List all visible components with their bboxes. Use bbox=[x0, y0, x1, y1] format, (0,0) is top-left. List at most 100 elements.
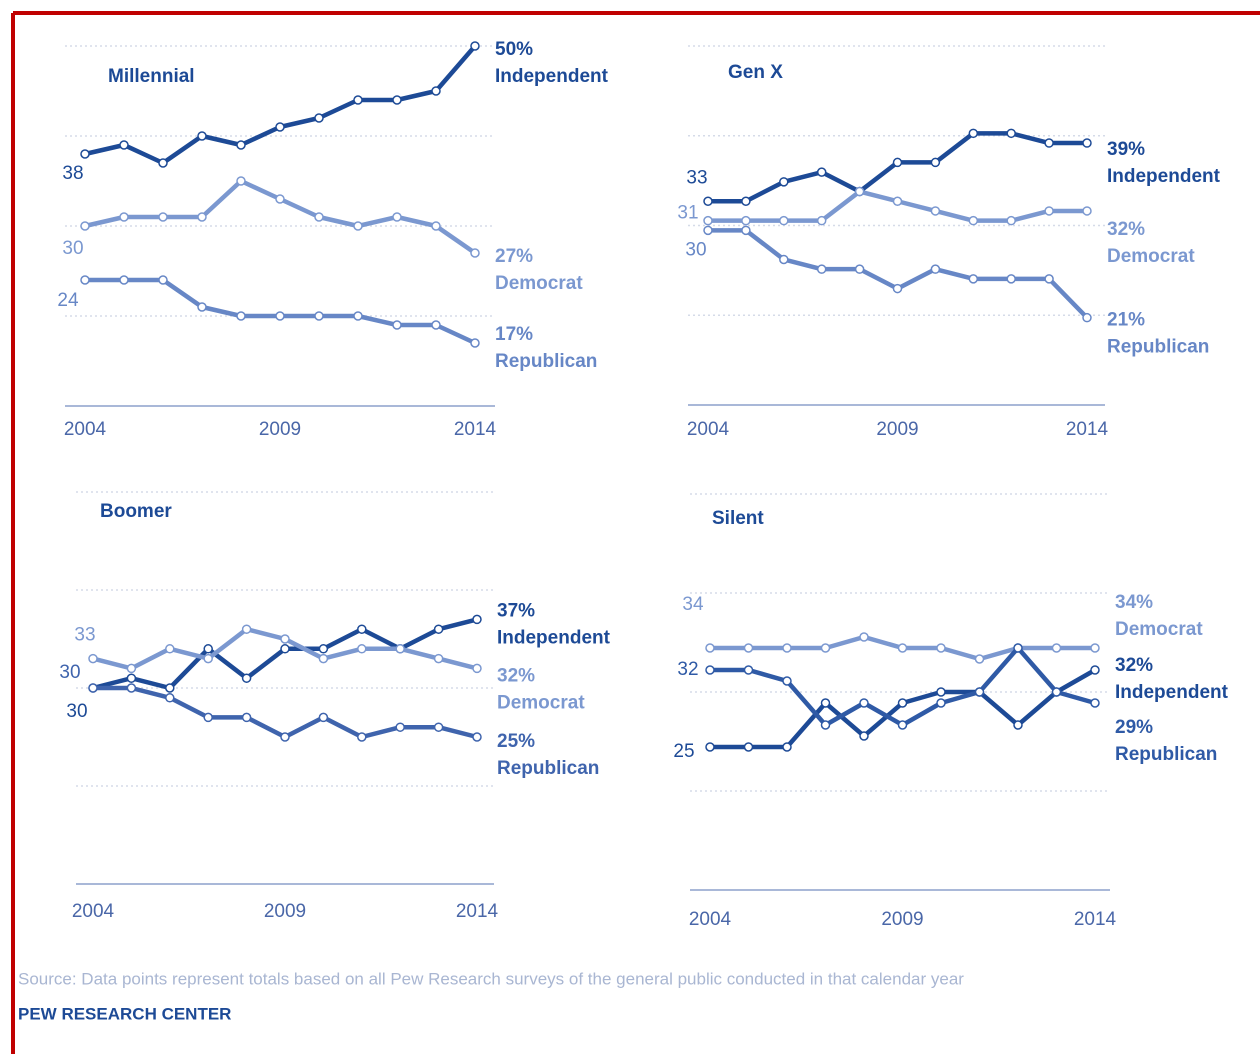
data-point bbox=[472, 614, 482, 625]
data-point bbox=[1006, 128, 1016, 139]
data-point bbox=[80, 149, 90, 159]
series-name: Independent bbox=[495, 66, 609, 87]
data-point bbox=[197, 212, 207, 222]
series-name: Republican bbox=[497, 758, 599, 779]
end-label: 32% bbox=[1115, 655, 1153, 676]
start-label: 34 bbox=[682, 594, 704, 615]
data-point bbox=[892, 196, 903, 206]
start-label: 38 bbox=[62, 163, 83, 184]
data-point bbox=[1044, 138, 1054, 148]
data-point bbox=[318, 712, 329, 723]
data-point bbox=[854, 264, 865, 274]
start-label: 31 bbox=[677, 203, 698, 224]
data-point bbox=[743, 742, 754, 752]
start-label: 30 bbox=[685, 239, 706, 260]
data-point bbox=[741, 225, 751, 236]
end-label: 25% bbox=[497, 731, 535, 752]
data-point bbox=[705, 742, 715, 752]
data-point bbox=[936, 643, 946, 653]
data-point bbox=[968, 215, 979, 226]
series-name: Democrat bbox=[1107, 246, 1195, 267]
series-line bbox=[710, 668, 1097, 750]
data-point bbox=[197, 302, 207, 312]
data-point bbox=[936, 687, 946, 697]
data-point bbox=[816, 264, 827, 274]
series-line bbox=[93, 685, 478, 740]
data-point bbox=[318, 644, 329, 654]
end-label: 17% bbox=[495, 324, 533, 345]
data-point bbox=[1090, 643, 1100, 653]
data-point bbox=[743, 643, 754, 653]
data-point bbox=[392, 95, 402, 105]
data-point bbox=[395, 722, 405, 732]
data-point bbox=[779, 177, 789, 187]
data-point bbox=[897, 698, 908, 708]
end-label: 50% bbox=[495, 39, 533, 60]
data-point bbox=[741, 215, 751, 226]
series-line bbox=[710, 645, 1096, 728]
data-point bbox=[431, 221, 441, 231]
data-point bbox=[275, 194, 285, 204]
data-point bbox=[119, 275, 129, 285]
series-name: Democrat bbox=[497, 692, 585, 713]
source: Source: Data points represent totals bas… bbox=[18, 969, 964, 988]
end-label: 21% bbox=[1107, 310, 1145, 331]
data-point bbox=[165, 693, 175, 703]
data-point bbox=[357, 732, 367, 742]
start-label: 30 bbox=[66, 701, 87, 722]
data-point bbox=[236, 176, 246, 186]
data-point bbox=[433, 722, 444, 732]
data-point bbox=[1051, 687, 1062, 697]
data-point bbox=[897, 643, 908, 653]
start-label: 24 bbox=[57, 290, 79, 311]
data-point bbox=[431, 320, 441, 330]
data-point bbox=[126, 683, 137, 693]
data-point bbox=[392, 320, 402, 330]
data-point bbox=[820, 720, 831, 730]
data-point bbox=[158, 275, 168, 285]
x-tick-label: 2004 bbox=[689, 909, 732, 930]
data-point bbox=[741, 196, 751, 206]
data-point bbox=[470, 338, 480, 348]
data-point bbox=[433, 624, 444, 634]
data-point bbox=[353, 221, 363, 231]
data-point bbox=[1013, 643, 1023, 653]
data-point bbox=[158, 212, 168, 222]
series-line bbox=[708, 131, 1087, 204]
data-point bbox=[431, 86, 441, 96]
data-point bbox=[1013, 720, 1023, 730]
data-point bbox=[433, 653, 444, 664]
data-point bbox=[126, 673, 137, 683]
start-label: 25 bbox=[673, 741, 694, 762]
data-point bbox=[357, 644, 367, 654]
data-point bbox=[779, 254, 789, 265]
data-point bbox=[820, 643, 831, 653]
data-point bbox=[80, 275, 90, 285]
series-name: Democrat bbox=[1115, 619, 1203, 640]
data-point bbox=[158, 158, 168, 168]
data-point bbox=[280, 644, 290, 654]
x-tick-label: 2009 bbox=[259, 419, 301, 440]
data-point bbox=[1090, 698, 1100, 708]
start-label: 33 bbox=[74, 625, 95, 646]
x-tick-label: 2014 bbox=[456, 901, 499, 922]
data-point bbox=[395, 644, 405, 654]
data-point bbox=[703, 196, 713, 206]
end-label: 37% bbox=[497, 600, 535, 621]
data-point bbox=[472, 663, 482, 674]
data-point bbox=[280, 732, 290, 742]
data-point bbox=[703, 225, 713, 236]
end-label: 27% bbox=[495, 246, 533, 267]
series-name: Independent bbox=[1107, 166, 1221, 187]
data-point bbox=[968, 274, 979, 284]
panel-title: Gen X bbox=[728, 62, 783, 83]
data-point bbox=[1090, 665, 1100, 675]
data-point bbox=[974, 687, 985, 697]
data-point bbox=[1082, 312, 1092, 323]
data-point bbox=[241, 624, 252, 634]
data-point bbox=[1006, 274, 1016, 284]
data-point bbox=[275, 311, 285, 321]
series-line bbox=[84, 44, 477, 166]
data-point bbox=[854, 186, 865, 197]
